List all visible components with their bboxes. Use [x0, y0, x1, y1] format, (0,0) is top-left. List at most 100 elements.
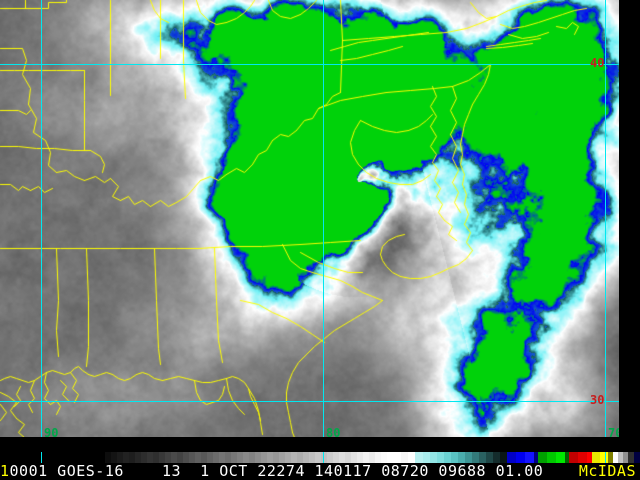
color-bar-segment: [507, 452, 516, 463]
color-bar-segment: [201, 452, 207, 463]
color-bar-segment: [618, 452, 623, 463]
color-bar-segment: [592, 452, 600, 463]
color-bar-segment: [165, 452, 171, 463]
color-bar-segment: [117, 452, 123, 463]
color-bar-segment: [628, 452, 634, 463]
color-bar-segment: [369, 452, 375, 463]
color-bar-segment: [285, 452, 291, 463]
color-bar-segment: [465, 452, 472, 463]
color-bar-segment: [458, 452, 465, 463]
color-bar-segment: [177, 452, 183, 463]
color-bar-segment: [183, 452, 189, 463]
color-bar-segment: [273, 452, 279, 463]
color-bar-segment: [525, 452, 534, 463]
color-bar-segment: [249, 452, 255, 463]
color-bar-segment: [255, 452, 261, 463]
image-status-line: 10001 GOES-16 13 1 OCT 22274 140117 0872…: [0, 463, 640, 480]
color-bar-segment: [500, 452, 507, 463]
color-bar-segment: [393, 452, 401, 463]
color-bar-segment: [538, 452, 547, 463]
color-bar-segment: [147, 452, 153, 463]
color-bar-segment: [297, 452, 303, 463]
color-bar-segment: [237, 452, 243, 463]
color-bar-segment: [225, 452, 231, 463]
color-bar-segment: [486, 452, 493, 463]
color-bar-segment: [123, 452, 129, 463]
color-bar-segment: [315, 452, 321, 463]
color-bar-segment: [415, 452, 423, 463]
color-bar-segment: [243, 452, 249, 463]
mcidas-brand-label: McIDAS: [578, 462, 636, 480]
color-bar-segment: [129, 452, 135, 463]
color-bar-segment: [159, 452, 165, 463]
color-bar-segment: [600, 452, 608, 463]
longitude-label: 70: [608, 426, 619, 437]
color-bar-tick: [605, 452, 606, 463]
color-bar-segment: [153, 452, 159, 463]
color-bar-segment: [634, 452, 640, 463]
color-bar-segment: [401, 452, 408, 463]
longitude-label: 80: [326, 426, 341, 437]
latitude-label: 30: [590, 393, 605, 407]
color-bar-segment: [303, 452, 309, 463]
color-bar-segment: [556, 452, 565, 463]
color-bar-segment: [408, 452, 415, 463]
color-bar-segment: [565, 452, 569, 463]
color-bar-segment: [608, 452, 613, 463]
color-bar-segment: [345, 452, 351, 463]
color-bar-segment: [381, 452, 387, 463]
color-bar-segment: [135, 452, 141, 463]
color-bar-segment: [195, 452, 201, 463]
color-bar-segment: [333, 452, 339, 463]
color-bar-segment: [267, 452, 273, 463]
grid-meridian: [41, 0, 42, 437]
color-bar-segment: [363, 452, 369, 463]
color-bar-segment: [569, 452, 578, 463]
grid-parallel: [0, 401, 619, 402]
satellite-image-area[interactable]: 90 80 70 40 30: [0, 0, 619, 437]
color-bar-segment: [472, 452, 479, 463]
color-bar-segment: [141, 452, 147, 463]
color-bar-segment: [623, 452, 628, 463]
color-bar-segment: [534, 452, 538, 463]
color-bar-segment: [111, 452, 117, 463]
color-bar-segment: [387, 452, 393, 463]
color-bar-segment: [357, 452, 363, 463]
color-bar-segment: [279, 452, 285, 463]
color-bar-segment: [219, 452, 225, 463]
grid-parallel: [0, 64, 619, 65]
color-bar-segment: [613, 452, 618, 463]
color-bar-segment: [587, 452, 592, 463]
color-bar-segment: [351, 452, 357, 463]
color-bar-segment: [578, 452, 587, 463]
satellite-image-canvas[interactable]: [0, 0, 619, 437]
color-bar-segment: [375, 452, 381, 463]
color-bar-segment: [451, 452, 458, 463]
latitude-label: 40: [590, 56, 605, 70]
color-bar-segment: [327, 452, 333, 463]
color-bar-segment: [309, 452, 315, 463]
color-bar-segment: [479, 452, 486, 463]
longitude-label: 90: [44, 426, 59, 437]
color-bar-tick: [323, 452, 324, 463]
grid-meridian: [605, 0, 606, 437]
color-bar-segment: [437, 452, 444, 463]
grid-meridian: [323, 0, 324, 437]
color-bar-segment: [291, 452, 297, 463]
frame-number: 1: [0, 462, 10, 480]
color-bar-segment: [547, 452, 556, 463]
color-bar-segment: [0, 452, 105, 463]
color-bar-tick: [41, 452, 42, 463]
color-bar-segment: [213, 452, 219, 463]
color-bar-segment: [261, 452, 267, 463]
color-bar-segment: [430, 452, 437, 463]
color-bar-segment: [444, 452, 451, 463]
color-bar-segment: [339, 452, 345, 463]
status-text: 0001 GOES-16 13 1 OCT 22274 140117 08720…: [9, 462, 544, 480]
color-bar-segment: [493, 452, 500, 463]
color-bar-segment: [231, 452, 237, 463]
color-bar-segment: [105, 452, 111, 463]
color-bar-segment: [321, 452, 327, 463]
color-enhancement-bar: [0, 452, 640, 463]
